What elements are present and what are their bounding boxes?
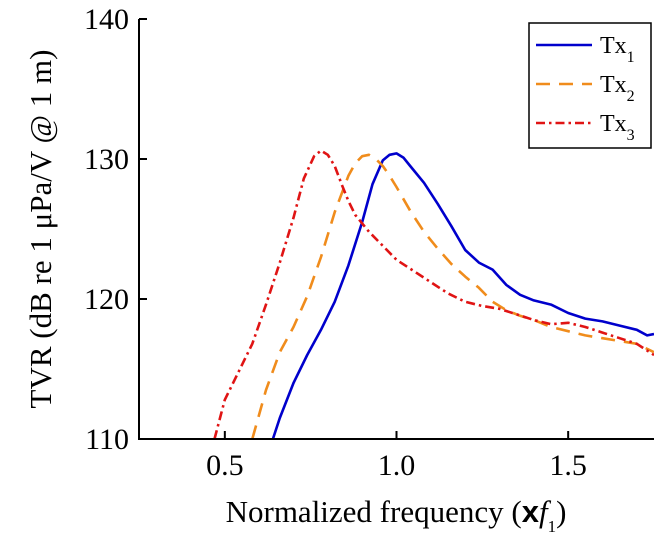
y-tick-label: 140 xyxy=(84,3,129,36)
series-layer xyxy=(213,149,654,439)
x-tick-label: 0.5 xyxy=(206,449,244,482)
x-tick-label: 1.5 xyxy=(549,449,587,482)
y-tick-label: 120 xyxy=(84,283,129,316)
x-axis-title: Normalized frequency (xf1) xyxy=(226,494,567,536)
x-axis-title-part: 1 xyxy=(548,517,557,536)
legend-label-3: Tx3 xyxy=(600,111,635,144)
series-line-3 xyxy=(213,149,654,439)
x-axis-title-part: x xyxy=(522,494,540,529)
series-line-2 xyxy=(251,153,654,439)
legend-label-main: Tx xyxy=(600,72,627,98)
y-tick-label: 110 xyxy=(85,423,129,456)
series-line-1 xyxy=(271,152,654,439)
x-axis-title-part: ) xyxy=(556,494,566,529)
legend-label-sub: 1 xyxy=(627,49,635,66)
legend-label-sub: 2 xyxy=(627,88,635,105)
y-tick-label: 130 xyxy=(84,143,129,176)
legend-label-2: Tx2 xyxy=(600,72,635,105)
x-axis-title-part: Normalized frequency ( xyxy=(226,494,522,529)
tick-labels: 110 120 130 140 0.5 1.0 1.5 xyxy=(84,3,587,482)
x-tick-label: 1.0 xyxy=(378,449,416,482)
axes xyxy=(138,18,654,440)
legend-label-main: Tx xyxy=(600,111,627,137)
legend-label-sub: 3 xyxy=(627,127,635,144)
y-axis-title: TVR (dB re 1 μPa/V @ 1 m) xyxy=(23,50,58,409)
legend-label-1: Tx1 xyxy=(600,33,635,66)
legend-label-main: Tx xyxy=(600,33,627,59)
